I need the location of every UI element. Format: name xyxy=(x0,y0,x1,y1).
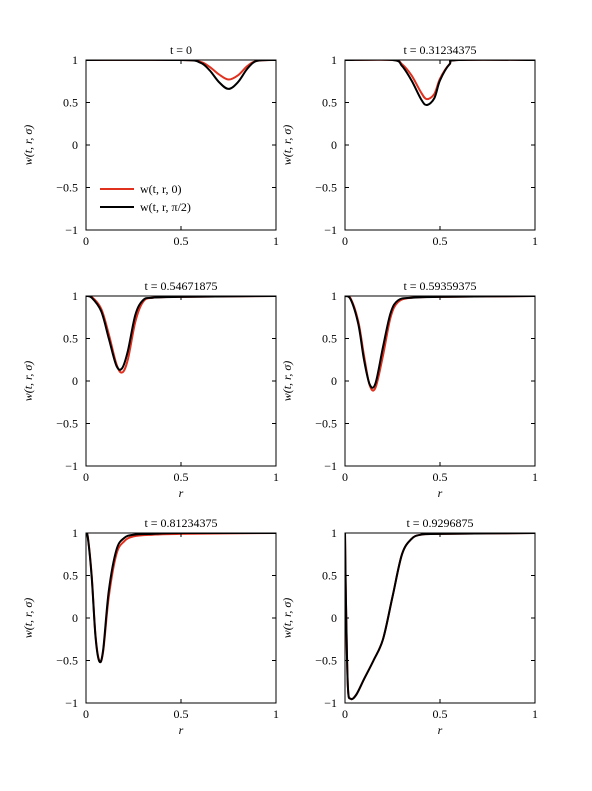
panel-6: 1 0.5 0 −0.5 −1 0 0.5 1 t = 0.9296875 w(t, r, σ) r xyxy=(280,516,538,737)
y-tick-label: −0.5 xyxy=(315,417,337,431)
y-tick-label: 1 xyxy=(72,53,78,67)
panel-title: t = 0.9296875 xyxy=(406,516,473,530)
panel-2: 1 0.5 0 −0.5 −1 0 0.5 1 t = 0.31234375 w(t, r, σ) xyxy=(280,43,538,248)
y-tick-label: 0.5 xyxy=(322,96,337,110)
panel-title: t = 0.54671875 xyxy=(144,279,217,293)
y-axis-label: w(t, r, σ) xyxy=(21,598,35,639)
axes-frame xyxy=(85,295,277,467)
y-axis-label: w(t, r, σ) xyxy=(21,125,35,166)
y-tick-label: −0.5 xyxy=(56,654,78,668)
y-axis-label: w(t, r, σ) xyxy=(280,598,294,639)
x-tick-label: 1 xyxy=(532,707,538,721)
y-tick-label: 0.5 xyxy=(322,332,337,346)
x-tick-label: 0 xyxy=(83,470,89,484)
panel-5: 1 0.5 0 −0.5 −1 0 0.5 1 t = 0.81234375 w(t, r, σ)… xyxy=(21,516,279,737)
panel-title: t = 0.31234375 xyxy=(403,43,476,57)
x-tick-label: 0.5 xyxy=(174,470,189,484)
y-axis-label: w(t, r, σ) xyxy=(280,361,294,402)
y-tick-label: 1 xyxy=(72,526,78,540)
y-tick-label: −0.5 xyxy=(315,654,337,668)
y-axis-label: w(t, r, σ) xyxy=(21,361,35,402)
x-tick-label: 0 xyxy=(83,234,89,248)
series-line-sigma-0 xyxy=(345,296,535,392)
y-tick-label: 1 xyxy=(331,526,337,540)
y-tick-label: −1 xyxy=(324,459,337,473)
x-tick-label: 1 xyxy=(273,707,279,721)
y-tick-label: −1 xyxy=(65,223,78,237)
y-tick-label: 1 xyxy=(331,289,337,303)
x-tick-label: 0 xyxy=(342,470,348,484)
series-line-sigma-pi-over-2 xyxy=(86,296,276,371)
axes-frame xyxy=(344,532,536,704)
x-tick-label: 0.5 xyxy=(433,470,448,484)
legend-label: w(t, r, π/2) xyxy=(140,200,191,214)
y-tick-label: 0 xyxy=(331,611,337,625)
x-tick-label: 0.5 xyxy=(174,234,189,248)
y-tick-label: 0 xyxy=(331,374,337,388)
y-tick-label: 0 xyxy=(331,138,337,152)
y-tick-label: −0.5 xyxy=(56,417,78,431)
y-tick-label: −1 xyxy=(324,696,337,710)
x-tick-label: 0 xyxy=(342,707,348,721)
y-tick-label: 0.5 xyxy=(63,332,78,346)
series-line-sigma-0 xyxy=(86,533,276,663)
panel-title: t = 0.59359375 xyxy=(403,279,476,293)
y-tick-label: 1 xyxy=(331,53,337,67)
panel-3: 1 0.5 0 −0.5 −1 0 0.5 1 t = 0.54671875 w(t, r, σ)… xyxy=(21,279,279,500)
x-tick-label: 0 xyxy=(83,707,89,721)
y-tick-label: 1 xyxy=(72,289,78,303)
x-tick-label: 0.5 xyxy=(433,707,448,721)
x-tick-label: 0 xyxy=(342,234,348,248)
panel-title: t = 0.81234375 xyxy=(144,516,217,530)
y-tick-label: −1 xyxy=(324,223,337,237)
y-tick-label: −0.5 xyxy=(315,181,337,195)
panel-title: t = 0 xyxy=(170,43,192,57)
panel-1: 1 0.5 0 −0.5 −1 0 0.5 1 t = 0 w(t, r, σ) w(t, r, 0… xyxy=(21,43,279,248)
y-tick-label: −0.5 xyxy=(56,181,78,195)
panel-4: 1 0.5 0 −0.5 −1 0 0.5 1 t = 0.59359375 w(t, r, σ)… xyxy=(280,279,538,500)
y-axis-label: w(t, r, σ) xyxy=(280,125,294,166)
x-tick-label: 0.5 xyxy=(174,707,189,721)
y-tick-label: −1 xyxy=(65,459,78,473)
series-line-sigma-pi-over-2 xyxy=(345,533,535,701)
series-line-sigma-pi-over-2 xyxy=(86,533,276,664)
y-tick-label: 0.5 xyxy=(63,569,78,583)
x-tick-label: 0.5 xyxy=(433,234,448,248)
axes-frame xyxy=(344,59,536,231)
y-tick-label: 0.5 xyxy=(63,96,78,110)
y-tick-label: −1 xyxy=(65,696,78,710)
x-axis-label: r xyxy=(179,486,184,500)
x-axis-label: r xyxy=(438,723,443,737)
y-tick-label: 0 xyxy=(72,138,78,152)
axes-frame xyxy=(344,295,536,467)
x-tick-label: 1 xyxy=(532,234,538,248)
x-tick-label: 1 xyxy=(532,470,538,484)
x-tick-label: 1 xyxy=(273,234,279,248)
series-line-sigma-pi-over-2 xyxy=(345,296,535,389)
series-line-sigma-pi-over-2 xyxy=(345,60,535,107)
x-axis-label: r xyxy=(438,486,443,500)
y-tick-label: 0 xyxy=(72,611,78,625)
legend-label: w(t, r, 0) xyxy=(140,182,182,196)
legend: w(t, r, 0) w(t, r, π/2) xyxy=(100,182,191,214)
y-tick-label: 0 xyxy=(72,374,78,388)
y-tick-label: 0.5 xyxy=(322,569,337,583)
series-line-sigma-pi-over-2 xyxy=(86,60,276,90)
series-line-sigma-0 xyxy=(345,533,535,701)
x-axis-label: r xyxy=(179,723,184,737)
x-tick-label: 1 xyxy=(273,470,279,484)
